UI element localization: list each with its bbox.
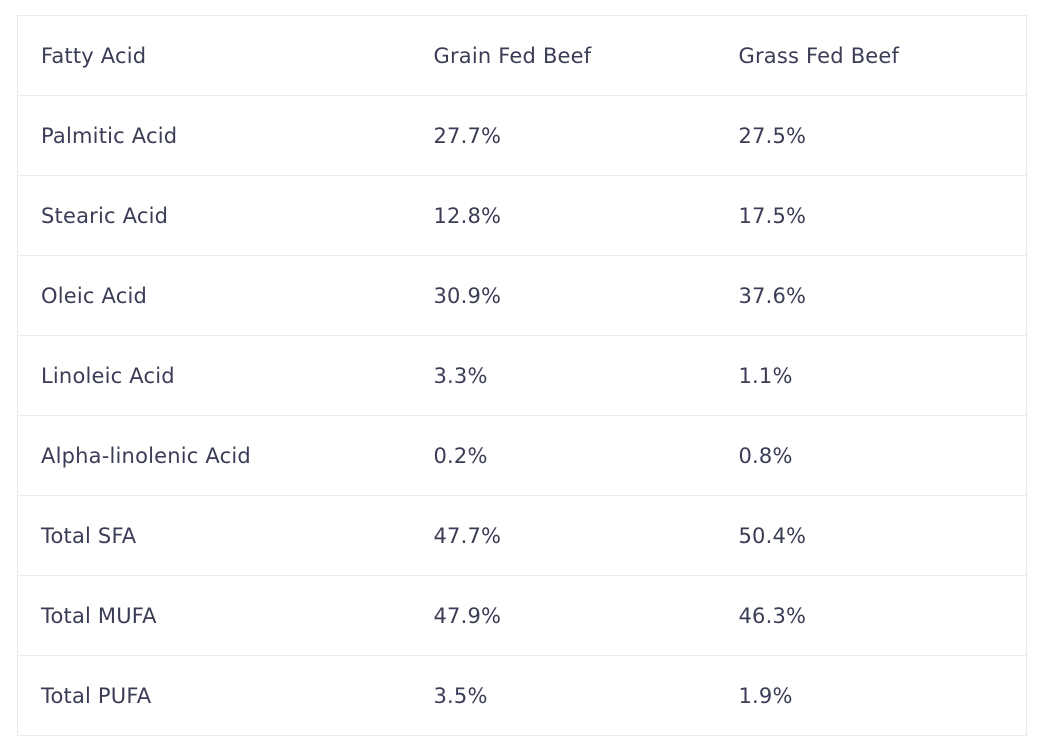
table-row: Total SFA 47.7% 50.4% — [17, 495, 1027, 576]
table-row: Stearic Acid 12.8% 17.5% — [17, 175, 1027, 256]
grass-fed-value-cell: 17.5% — [713, 175, 1027, 256]
column-header-grass-fed-beef: Grass Fed Beef — [713, 15, 1027, 96]
grain-fed-value-cell: 47.9% — [408, 575, 714, 656]
grain-fed-value-cell: 0.2% — [408, 415, 714, 496]
table-header-row: Fatty Acid Grain Fed Beef Grass Fed Beef — [17, 15, 1027, 96]
column-header-fatty-acid: Fatty Acid — [17, 15, 409, 96]
fatty-acid-table: Fatty Acid Grain Fed Beef Grass Fed Beef… — [17, 15, 1027, 736]
fatty-acid-cell: Oleic Acid — [17, 255, 409, 336]
grain-fed-value-cell: 3.3% — [408, 335, 714, 416]
fatty-acid-cell: Total PUFA — [17, 655, 409, 736]
grain-fed-value-cell: 47.7% — [408, 495, 714, 576]
table-row: Oleic Acid 30.9% 37.6% — [17, 255, 1027, 336]
grass-fed-value-cell: 46.3% — [713, 575, 1027, 656]
column-header-grain-fed-beef: Grain Fed Beef — [408, 15, 714, 96]
fatty-acid-cell: Linoleic Acid — [17, 335, 409, 416]
table-row: Alpha-linolenic Acid 0.2% 0.8% — [17, 415, 1027, 496]
fatty-acid-cell: Total SFA — [17, 495, 409, 576]
grass-fed-value-cell: 1.1% — [713, 335, 1027, 416]
table-row: Total MUFA 47.9% 46.3% — [17, 575, 1027, 656]
table-row: Palmitic Acid 27.7% 27.5% — [17, 95, 1027, 176]
grain-fed-value-cell: 12.8% — [408, 175, 714, 256]
grass-fed-value-cell: 1.9% — [713, 655, 1027, 736]
fatty-acid-cell: Stearic Acid — [17, 175, 409, 256]
fatty-acid-cell: Alpha-linolenic Acid — [17, 415, 409, 496]
grass-fed-value-cell: 0.8% — [713, 415, 1027, 496]
grass-fed-value-cell: 50.4% — [713, 495, 1027, 576]
grain-fed-value-cell: 3.5% — [408, 655, 714, 736]
grain-fed-value-cell: 27.7% — [408, 95, 714, 176]
grass-fed-value-cell: 27.5% — [713, 95, 1027, 176]
fatty-acid-cell: Palmitic Acid — [17, 95, 409, 176]
grass-fed-value-cell: 37.6% — [713, 255, 1027, 336]
grain-fed-value-cell: 30.9% — [408, 255, 714, 336]
table-row: Linoleic Acid 3.3% 1.1% — [17, 335, 1027, 416]
fatty-acid-cell: Total MUFA — [17, 575, 409, 656]
table-row: Total PUFA 3.5% 1.9% — [17, 655, 1027, 736]
